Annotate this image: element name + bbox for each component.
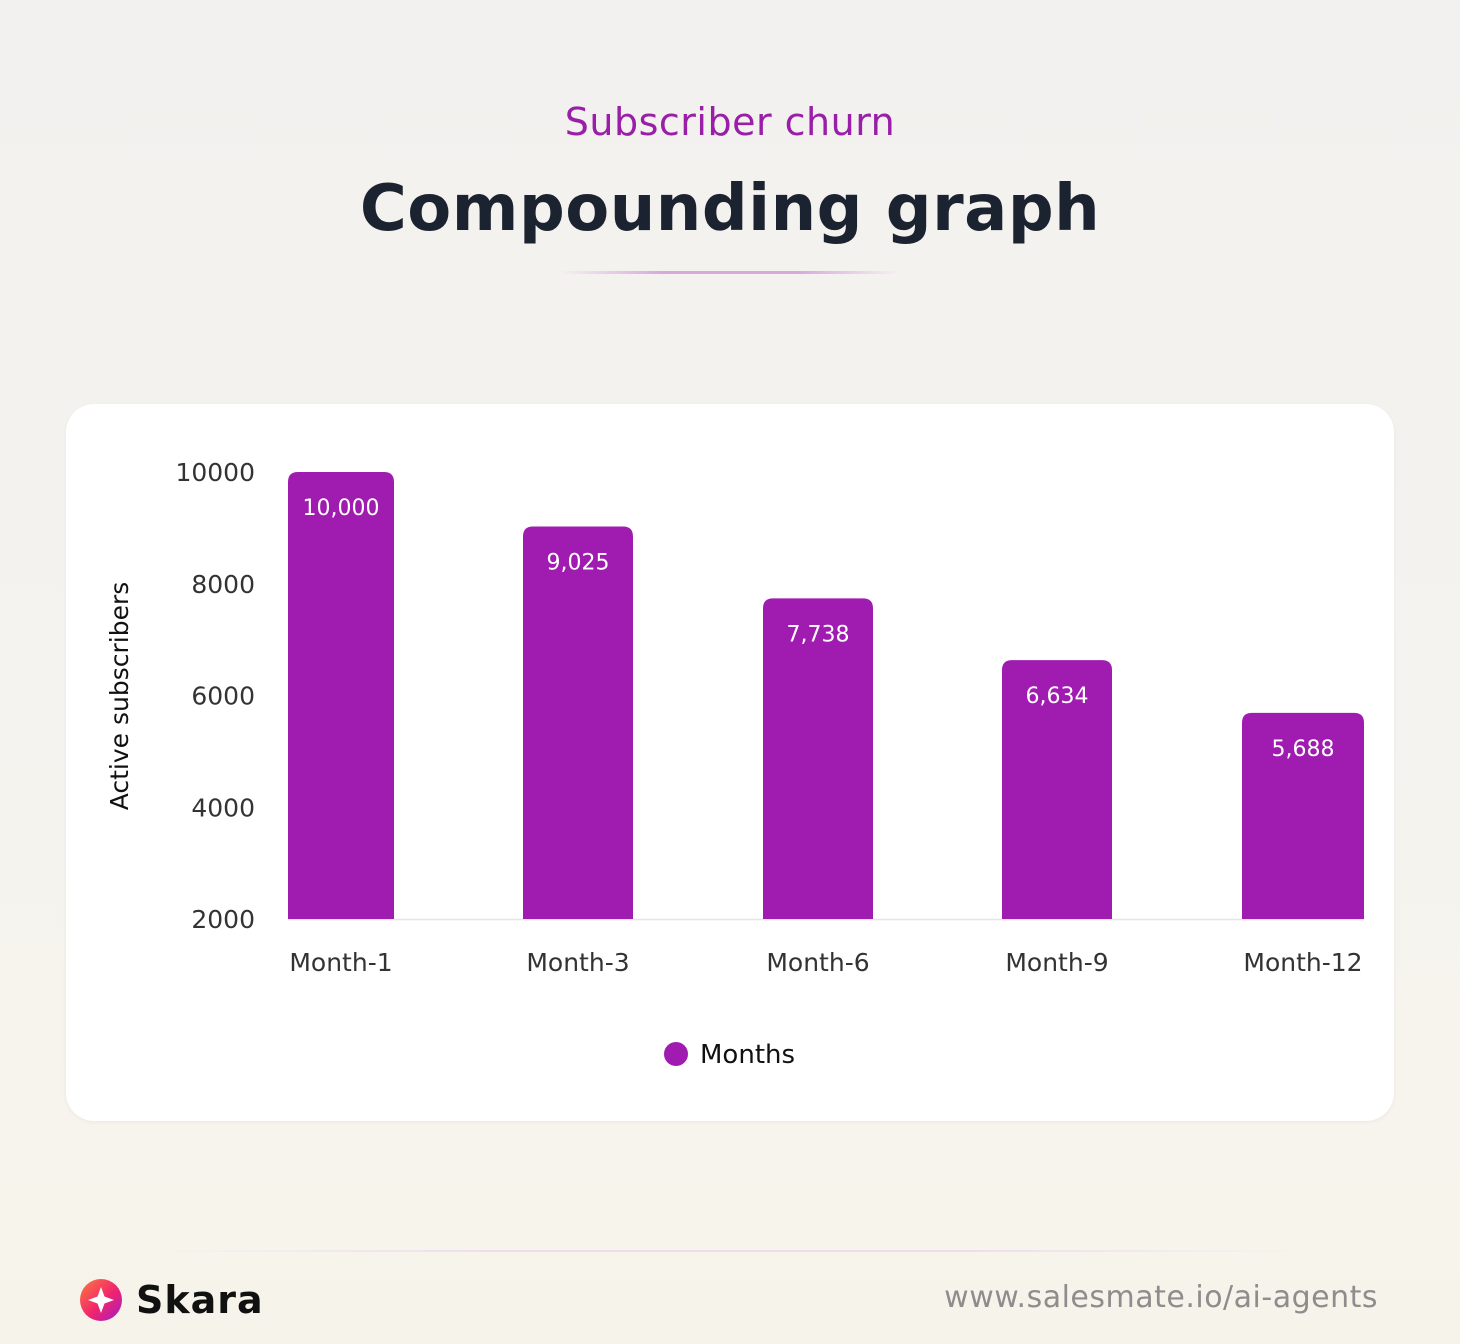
bar-month-1[interactable] xyxy=(288,472,394,919)
skara-logo-icon xyxy=(80,1279,122,1321)
y-axis-label: Active subscribers xyxy=(105,582,134,811)
bar-month-6[interactable] xyxy=(763,598,873,919)
y-tick-label: 2000 xyxy=(191,905,255,934)
x-tick-label: Month-1 xyxy=(289,948,392,977)
bar-month-9[interactable] xyxy=(1002,660,1112,919)
legend-label-months: Months xyxy=(700,1040,795,1070)
y-tick-label: 8000 xyxy=(191,570,255,599)
bar-value-label: 5,688 xyxy=(1272,737,1335,762)
bar-value-label: 10,000 xyxy=(303,496,380,521)
chart-legend: Months xyxy=(664,1040,795,1070)
x-tick-label: Month-9 xyxy=(1005,948,1108,977)
x-tick-label: Month-3 xyxy=(526,948,629,977)
bar-month-3[interactable] xyxy=(523,526,633,919)
y-tick-label: 4000 xyxy=(191,793,255,822)
y-tick-label: 10000 xyxy=(175,458,255,487)
chart-card: Active subscribers 2000 4000 6000 8000 10000… xyxy=(66,404,1394,1121)
y-tick-label: 6000 xyxy=(191,682,255,711)
bar-chart: Active subscribers 2000 4000 6000 8000 10000… xyxy=(105,458,1364,1070)
bar-value-label: 6,634 xyxy=(1026,684,1089,709)
brand-logo[interactable]: Skara xyxy=(78,1276,264,1324)
chart-eyebrow: Subscriber churn xyxy=(564,100,896,144)
title-divider xyxy=(560,271,900,274)
x-tick-label: Month-6 xyxy=(766,948,869,977)
website-link[interactable]: www.salesmate.io/ai-agents xyxy=(944,1280,1378,1315)
footer-divider xyxy=(160,1250,1300,1252)
bar-value-label: 9,025 xyxy=(547,550,610,575)
bar-month-12[interactable] xyxy=(1242,712,1364,919)
x-tick-label: Month-12 xyxy=(1243,948,1362,977)
brand-name: Skara xyxy=(136,1278,264,1322)
bar-value-label: 7,738 xyxy=(787,622,850,647)
chart-title: Compounding graph xyxy=(359,172,1101,246)
legend-marker xyxy=(664,1042,688,1066)
